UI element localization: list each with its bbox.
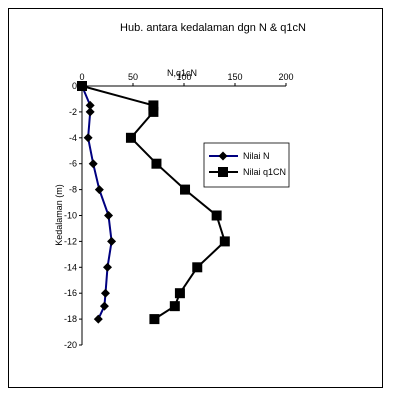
axes: 0 50 100 150 200 0 -2 -4 -6 -8 -10 -12 -14 -16 -18 -20 [64, 72, 294, 350]
series-line [81, 85, 113, 320]
y-tick-label: -14 [64, 262, 77, 272]
series-0 [77, 81, 117, 324]
data-point [85, 107, 95, 117]
data-point [107, 236, 117, 246]
x-axis-label: N,q1cN [167, 68, 197, 78]
legend: Nilai N Nilai q1CN [203, 142, 290, 188]
data-point [99, 301, 109, 311]
data-point [100, 288, 110, 298]
legend-marker [218, 167, 228, 177]
y-tick-label: -8 [69, 185, 77, 195]
series-layer [77, 81, 230, 325]
y-tick-label: -6 [69, 159, 77, 169]
legend-box [203, 142, 290, 188]
legend-items: Nilai N Nilai q1CN [209, 151, 286, 177]
data-point [151, 158, 162, 169]
x-tick-label: 200 [278, 72, 293, 82]
data-point [219, 236, 230, 247]
x-tick-label: 50 [128, 72, 138, 82]
chart-title: Hub. antara kedalaman dgn N & q1cN [120, 22, 306, 34]
data-point [149, 314, 160, 325]
data-point [104, 211, 114, 220]
data-point [88, 159, 98, 169]
data-point [125, 132, 136, 143]
data-point [103, 262, 112, 272]
y-tick-label: -10 [64, 211, 77, 221]
data-point [211, 210, 222, 221]
legend-label: Nilai N [243, 151, 270, 161]
data-point [94, 185, 104, 195]
data-point [174, 288, 185, 299]
x-tick-label: 0 [79, 72, 84, 82]
data-point [77, 81, 87, 91]
y-tick-label: -18 [64, 314, 77, 324]
legend-label: Nilai q1CN [243, 167, 286, 177]
data-point [148, 106, 159, 117]
series-1 [77, 81, 230, 325]
data-point [148, 100, 159, 111]
data-point [169, 301, 180, 312]
y-tick-label: -4 [69, 133, 77, 143]
data-point [180, 184, 191, 195]
y-tick-label: -2 [69, 107, 77, 117]
x-tick-label: 150 [227, 72, 242, 82]
y-axis-label: Kedalaman (m) [54, 184, 64, 246]
y-tick-label: -12 [64, 236, 77, 246]
data-point [83, 133, 93, 143]
y-tick-label: -20 [64, 340, 77, 350]
data-point [93, 314, 103, 324]
x-tick-label: 100 [176, 72, 191, 82]
data-point [192, 262, 203, 273]
data-point [85, 100, 95, 110]
y-tick-label: 0 [72, 81, 77, 91]
y-tick-label: -16 [64, 288, 77, 298]
legend-marker [218, 151, 228, 161]
